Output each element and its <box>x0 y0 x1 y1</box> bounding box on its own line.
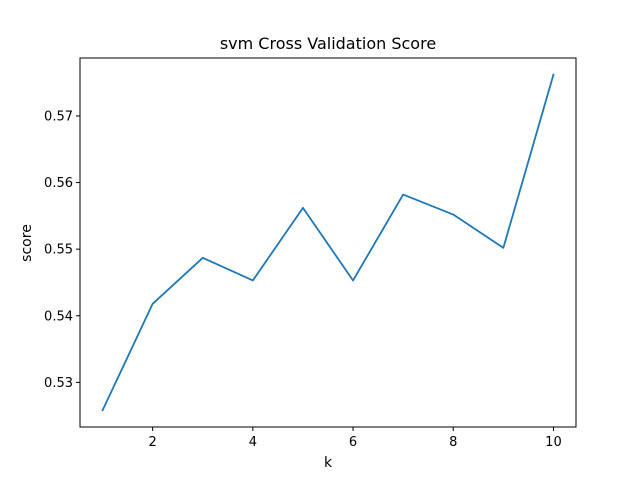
y-tick-label: 0.53 <box>44 376 73 391</box>
y-tick-label: 0.56 <box>44 176 73 191</box>
y-tick-label: 0.54 <box>44 309 73 324</box>
series-line <box>101 73 555 412</box>
x-axis: 2 4 6 8 10 <box>149 427 562 450</box>
x-tick-label: 4 <box>249 435 257 450</box>
x-tick-label: 10 <box>545 435 562 450</box>
plot-area <box>101 73 555 412</box>
chart-title: svm Cross Validation Score <box>220 34 436 53</box>
y-tick-label: 0.55 <box>44 243 73 258</box>
y-axis: 0.53 0.54 0.55 0.56 0.57 <box>44 109 80 391</box>
x-axis-label: k <box>324 455 333 471</box>
y-tick-label: 0.57 <box>44 109 73 124</box>
x-tick-label: 6 <box>349 435 357 450</box>
plot-frame <box>79 57 577 428</box>
y-axis-label: score <box>19 224 35 262</box>
x-tick-label: 8 <box>449 435 457 450</box>
x-tick-label: 2 <box>149 435 157 450</box>
